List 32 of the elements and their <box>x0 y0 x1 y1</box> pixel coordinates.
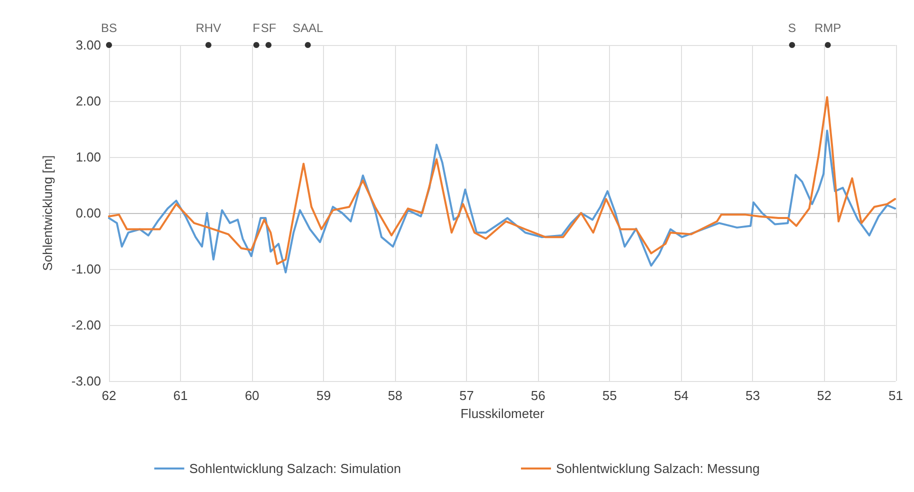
y-tick-label: 1.00 <box>76 150 101 164</box>
legend-label: Sohlentwicklung Salzach: Messung <box>556 461 760 476</box>
y-tick-label: 2.00 <box>76 94 101 108</box>
y-tick-label: -2.00 <box>71 318 101 332</box>
y-tick-label: 0.00 <box>76 206 101 220</box>
x-tick-label: 56 <box>530 388 546 403</box>
x-tick-label: 62 <box>102 388 116 403</box>
annotation: SF <box>260 21 276 35</box>
x-tick-label: 53 <box>745 388 760 403</box>
legend-label: Sohlentwicklung Salzach: Simulation <box>189 461 401 476</box>
annotation: RHV <box>196 21 222 35</box>
y-axis-title: Sohlentwicklung [m] <box>40 155 55 271</box>
y-tick-label: -1.00 <box>71 262 101 276</box>
line-series <box>108 130 896 274</box>
x-axis-title: Flusskilometer <box>460 406 545 421</box>
x-tick-label: 61 <box>173 388 188 403</box>
x-tick-label: 60 <box>244 388 260 403</box>
line-series <box>108 96 896 265</box>
x-tick-label: 52 <box>817 388 832 403</box>
annotation: F <box>252 21 260 35</box>
annotation: RMP <box>814 21 842 35</box>
annotation: S <box>788 21 796 35</box>
annotation: BS <box>100 21 118 35</box>
x-tick-label: 57 <box>459 388 474 403</box>
x-tick-label: 58 <box>388 388 402 403</box>
x-tick-label: 54 <box>674 388 688 403</box>
x-tick-label: 51 <box>888 388 904 403</box>
y-tick-label: -3.00 <box>71 374 101 388</box>
x-tick-label: 59 <box>316 388 331 403</box>
x-tick-label: 55 <box>602 388 617 403</box>
y-tick-label: 3.00 <box>76 38 101 52</box>
annotation: SAAL <box>292 21 324 35</box>
